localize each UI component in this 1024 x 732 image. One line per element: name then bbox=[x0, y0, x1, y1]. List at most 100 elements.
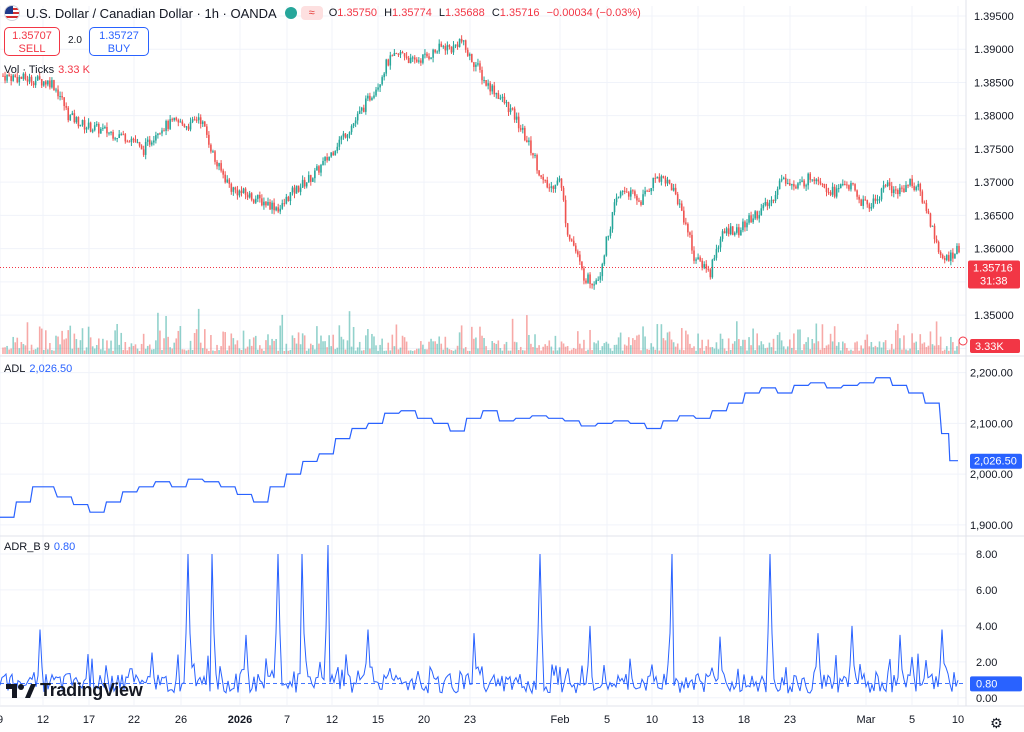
volume-bar bbox=[151, 349, 153, 354]
candle-body bbox=[683, 210, 685, 223]
volume-bar bbox=[572, 347, 575, 354]
volume-bar bbox=[776, 334, 779, 354]
candle-body bbox=[167, 121, 169, 129]
volume-bar bbox=[791, 347, 793, 354]
candle-body bbox=[89, 122, 92, 132]
candle-body bbox=[134, 139, 137, 143]
candle-body bbox=[309, 175, 312, 182]
candle-body bbox=[886, 182, 889, 187]
volume-bar bbox=[599, 350, 602, 354]
candle-body bbox=[460, 38, 463, 42]
candle-body bbox=[685, 222, 687, 224]
volume-bar bbox=[177, 330, 180, 354]
settings-gear-icon[interactable]: ⚙ bbox=[990, 715, 1003, 731]
adl-legend[interactable]: ADL 2,026.50 bbox=[4, 363, 72, 375]
candle-body bbox=[401, 52, 404, 54]
volume-bar bbox=[954, 350, 956, 354]
candle-body bbox=[256, 194, 259, 199]
candle-body bbox=[473, 62, 475, 67]
volume-bar bbox=[744, 339, 746, 354]
candle-body bbox=[55, 89, 57, 91]
volume-bar bbox=[648, 349, 650, 354]
volume-bar bbox=[189, 340, 192, 354]
volume-bar bbox=[748, 337, 750, 354]
volume-bar bbox=[927, 345, 930, 354]
volume-bar bbox=[175, 338, 178, 354]
volume-bar bbox=[627, 337, 630, 354]
volume-legend[interactable]: Vol · Ticks 3.33 K bbox=[4, 64, 90, 76]
adr-legend[interactable]: ADR_B 9 0.80 bbox=[4, 541, 75, 553]
candle-body bbox=[124, 134, 127, 142]
volume-bar bbox=[157, 312, 159, 354]
candle-body bbox=[42, 81, 45, 86]
volume-marker-icon bbox=[958, 336, 968, 346]
candle-body bbox=[208, 134, 210, 145]
volume-bar bbox=[746, 350, 748, 354]
time-axis-label: 18 bbox=[738, 714, 750, 726]
volume-bar bbox=[803, 344, 805, 354]
volume-bar bbox=[201, 348, 204, 354]
candle-body bbox=[758, 215, 761, 219]
volume-bar bbox=[733, 341, 736, 354]
volume-bar bbox=[10, 348, 12, 354]
symbol-title[interactable]: U.S. Dollar / Canadian Dollar · 1h · OAN… bbox=[26, 5, 277, 21]
candle-body bbox=[218, 163, 220, 167]
volume-bar bbox=[662, 338, 665, 354]
candle-body bbox=[709, 269, 712, 278]
sell-button[interactable]: 1.35707 SELL bbox=[4, 27, 60, 56]
volume-bar bbox=[929, 331, 932, 354]
candle-body bbox=[587, 274, 589, 283]
candle-body bbox=[876, 199, 879, 201]
volume-bar bbox=[8, 349, 10, 354]
candle-body bbox=[18, 76, 21, 83]
tradingview-logo-icon bbox=[6, 683, 36, 698]
candle-body bbox=[95, 124, 98, 126]
candle-body bbox=[913, 186, 915, 190]
candle-body bbox=[387, 59, 390, 66]
candle-body bbox=[263, 201, 265, 206]
volume-bar bbox=[725, 350, 728, 354]
volume-bar bbox=[454, 349, 457, 354]
candle-body bbox=[379, 84, 381, 88]
candle-body bbox=[772, 199, 775, 201]
candle-body bbox=[489, 83, 491, 92]
candle-body bbox=[921, 191, 924, 203]
volume-bar bbox=[116, 323, 118, 354]
tradingview-logo[interactable]: TradingView bbox=[6, 680, 143, 701]
volume-bar bbox=[128, 346, 131, 354]
candle-body bbox=[727, 228, 730, 235]
volume-bar bbox=[839, 350, 842, 354]
compare-icon[interactable]: ≈ bbox=[300, 6, 323, 20]
volume-tag-label: 3.33K bbox=[975, 341, 1004, 353]
candle-body bbox=[334, 150, 337, 156]
candle-body bbox=[328, 156, 330, 161]
candle-body bbox=[511, 108, 514, 110]
volume-bar bbox=[742, 339, 744, 354]
volume-bar bbox=[126, 350, 129, 354]
candle-body bbox=[151, 142, 153, 145]
volume-bar bbox=[432, 341, 434, 354]
candle-body bbox=[630, 190, 632, 197]
candle-body bbox=[47, 80, 49, 85]
volume-bar bbox=[301, 333, 304, 354]
volume-bar bbox=[597, 340, 600, 354]
volume-bar bbox=[650, 343, 653, 354]
candle-body bbox=[405, 56, 408, 58]
candle-body bbox=[605, 236, 608, 256]
candle-body bbox=[385, 59, 388, 74]
buy-button[interactable]: 1.35727 BUY bbox=[89, 27, 149, 56]
candle-body bbox=[721, 231, 724, 239]
volume-bar bbox=[950, 336, 952, 354]
candle-body bbox=[293, 187, 296, 194]
volume-bar bbox=[546, 345, 549, 354]
candle-body bbox=[179, 121, 182, 123]
candle-body bbox=[750, 215, 752, 223]
volume-bar bbox=[34, 349, 37, 354]
candle-body bbox=[823, 183, 826, 188]
candle-body bbox=[28, 76, 31, 82]
volume-bar bbox=[766, 347, 769, 354]
volume-bar bbox=[711, 347, 714, 354]
candle-body bbox=[678, 203, 681, 205]
volume-bar bbox=[65, 338, 67, 354]
